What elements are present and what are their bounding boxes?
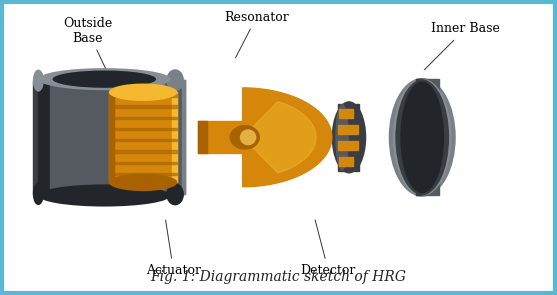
Polygon shape <box>172 92 177 182</box>
Text: Actuator: Actuator <box>146 220 201 277</box>
Ellipse shape <box>52 71 156 88</box>
Polygon shape <box>198 122 245 153</box>
Polygon shape <box>109 150 177 153</box>
Ellipse shape <box>229 125 260 150</box>
Ellipse shape <box>167 183 184 205</box>
Ellipse shape <box>400 81 444 193</box>
Polygon shape <box>38 79 50 196</box>
Polygon shape <box>33 81 43 194</box>
Polygon shape <box>109 117 177 119</box>
Ellipse shape <box>38 184 170 206</box>
Polygon shape <box>339 109 353 118</box>
Text: Detector: Detector <box>301 220 356 277</box>
Text: Inner Base: Inner Base <box>424 22 500 70</box>
Polygon shape <box>109 139 177 142</box>
Ellipse shape <box>393 79 452 196</box>
Ellipse shape <box>399 79 445 196</box>
Polygon shape <box>182 80 184 194</box>
Polygon shape <box>253 101 316 173</box>
Ellipse shape <box>38 68 170 90</box>
Polygon shape <box>161 79 170 196</box>
Polygon shape <box>109 94 177 96</box>
Ellipse shape <box>167 69 184 91</box>
Polygon shape <box>165 80 184 194</box>
Polygon shape <box>416 79 421 196</box>
Polygon shape <box>109 92 177 182</box>
Ellipse shape <box>109 83 177 101</box>
Polygon shape <box>242 88 332 187</box>
Polygon shape <box>109 106 177 108</box>
Polygon shape <box>338 104 359 171</box>
Ellipse shape <box>240 129 256 145</box>
Polygon shape <box>109 162 177 164</box>
Polygon shape <box>109 128 177 130</box>
Polygon shape <box>109 173 177 175</box>
Polygon shape <box>339 157 353 166</box>
Polygon shape <box>416 79 439 196</box>
Ellipse shape <box>109 174 177 191</box>
Ellipse shape <box>389 78 456 197</box>
Polygon shape <box>109 92 114 182</box>
Ellipse shape <box>395 80 449 195</box>
Polygon shape <box>338 141 358 150</box>
Ellipse shape <box>33 70 44 92</box>
Ellipse shape <box>33 183 44 205</box>
Text: Resonator: Resonator <box>224 11 289 58</box>
Ellipse shape <box>332 101 367 173</box>
Text: Outside
Base: Outside Base <box>63 17 113 75</box>
Ellipse shape <box>335 104 349 171</box>
Polygon shape <box>338 125 358 134</box>
Polygon shape <box>198 122 207 153</box>
Polygon shape <box>50 79 170 196</box>
Text: Fig. 1: Diagrammatic sketch of HRG: Fig. 1: Diagrammatic sketch of HRG <box>150 270 407 284</box>
